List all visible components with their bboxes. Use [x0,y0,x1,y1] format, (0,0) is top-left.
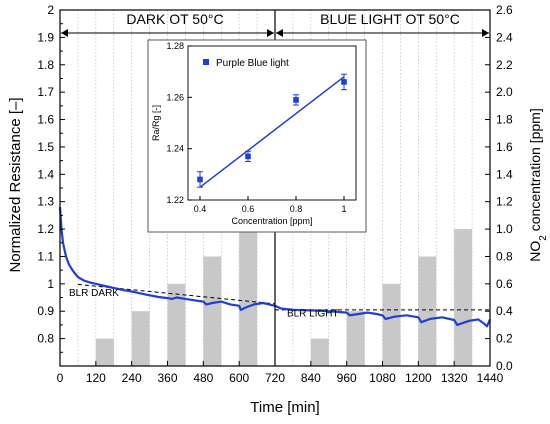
x-tick-label: 840 [301,371,321,385]
resistance-series-line [58,207,492,328]
inset-x-tick-label: 0.8 [290,204,303,214]
main-axes: 0 120 240 360 480 600 720 840 960 1080 1200 1320 144… [37,3,513,385]
y-right-tick-label: 0.2 [496,332,513,346]
annotation-blr-dark: BLR DARK [69,288,119,299]
inset-data-point [293,97,299,103]
region-arrow-head [61,29,68,37]
inset-y-tick-label: 1.24 [166,144,184,154]
concentration-bar [382,283,401,366]
x-tick-label: 1440 [477,371,504,385]
annotation-blr-light: BLR LIGHT [287,309,339,320]
inset-y-tick-label: 1.28 [166,41,184,51]
inset-points [197,73,347,188]
y-left-tick-label: 0.8 [37,332,54,346]
y-left-tick-label: 2 [47,3,54,17]
region-arrow-head [276,29,283,37]
y-right-tick-label: 1.6 [496,140,513,154]
inset-x-axis-label: Concentration [ppm] [231,216,312,226]
y-left-tick-label: 1.2 [37,222,54,236]
x-tick-label: 960 [337,371,357,385]
region-arrow-head [482,29,489,37]
main-bars [95,229,473,366]
inset-fit-line [199,76,345,188]
x-tick-label: 720 [265,371,285,385]
region-label-light: BLUE LIGHT OT 50°C [320,11,460,27]
y-right-tick-label: 2.4 [496,30,513,44]
inset-y-tick-label: 1.26 [166,92,184,102]
inset-fit-segment [199,76,345,188]
y-right-tick-label: 0.8 [496,249,513,263]
x-tick-label: 120 [86,371,106,385]
x-tick-label: 480 [193,371,213,385]
inset-y-tick-label: 1.22 [166,195,184,205]
x-tick-label: 0 [57,371,64,385]
y-left-tick-label: 1 [47,277,54,291]
main-x-axis-label: Time [min] [250,399,319,416]
inset-legend-marker [203,59,209,65]
y-right-tick-label: 0.4 [496,304,513,318]
x-tick-label: 240 [122,371,142,385]
y-left-tick-label: 1.6 [37,113,54,127]
x-tick-label: 600 [229,371,249,385]
inset-plot-frame [187,45,357,201]
baseline-line [77,283,276,305]
main-y-axis-label-right: NO2 concentration [ppm] [527,108,549,261]
region-arrow-head [267,29,274,37]
inset-data-point [197,176,203,183]
y-left-tick-label: 1.7 [37,85,54,99]
region-label-dark: DARK OT 50°C [126,11,223,27]
y-right-label-sub: 2 [538,235,549,241]
concentration-bar [454,229,473,366]
inset-x-tick-label: 0.6 [242,204,255,214]
x-tick-label: 360 [157,371,177,385]
inset-legend: Purple Blue light [203,58,289,69]
y-left-tick-label: 1.4 [37,167,54,181]
inset-y-axis-label: Ra/Rg [-] [151,105,161,141]
main-y-axis-label-left: Normalized Resistance [–] [7,97,24,272]
y-right-tick-label: 0.6 [496,277,513,291]
inset-x-tick-label: 1 [341,204,346,214]
y-left-tick-label: 0.9 [37,304,54,318]
x-tick-label: 1080 [369,371,396,385]
y-right-label-part: concentration [ppm] [527,108,543,235]
inset-axes: 0.4 0.6 0.8 1 1.22 1.24 1.26 1.28 [166,41,357,214]
inset-chart: 0.4 0.6 0.8 1 1.22 1.24 1.26 1.28 Purple Blue l… [147,39,367,233]
concentration-bar [310,338,329,366]
y-right-tick-label: 1.8 [496,113,513,127]
y-right-tick-label: 0.0 [496,359,513,373]
y-right-tick-label: 2.6 [496,3,513,17]
y-left-tick-label: 1.8 [37,58,54,72]
concentration-bar [203,256,222,366]
y-right-tick-label: 2.0 [496,85,513,99]
main-series-line [58,207,492,328]
y-left-tick-label: 1.5 [37,140,54,154]
y-right-label-part: NO [527,241,543,262]
y-right-tick-label: 2.2 [496,58,513,72]
y-left-tick-label: 1.9 [37,30,54,44]
concentration-bar [239,229,258,366]
inset-x-tick-label: 0.4 [194,204,207,214]
y-right-tick-label: 1.2 [496,195,513,209]
concentration-bar [131,311,150,366]
x-tick-label: 1320 [441,371,468,385]
y-right-tick-label: 1.0 [496,222,513,236]
y-left-tick-label: 1.3 [37,195,54,209]
concentration-bar [418,256,437,366]
concentration-bar [167,283,186,366]
inset-data-point [245,153,251,160]
concentration-bar [346,311,365,366]
inset-legend-label: Purple Blue light [216,58,289,69]
y-left-tick-label: 1.1 [37,249,54,263]
y-right-tick-label: 1.4 [496,167,513,181]
concentration-bar [95,338,114,366]
inset-data-point [341,79,347,85]
x-tick-label: 1200 [405,371,432,385]
